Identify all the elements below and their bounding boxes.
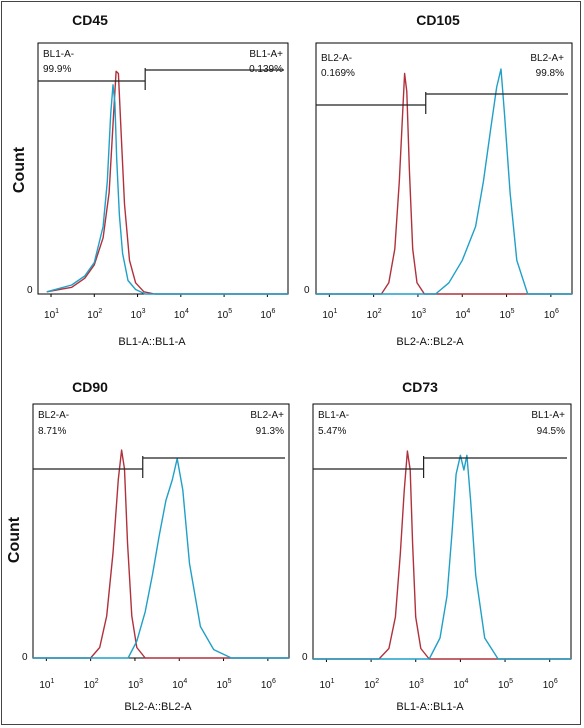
histogram-curves xyxy=(46,70,288,295)
gate-neg-value: 99.9% xyxy=(43,64,71,75)
x-tick-label: 102 xyxy=(84,678,99,691)
plot-frame xyxy=(32,403,290,659)
gate-neg-value: 0.169% xyxy=(321,68,355,79)
x-tick-label: 102 xyxy=(367,308,382,321)
x-tick-label: 103 xyxy=(411,308,426,321)
x-tick-label: 101 xyxy=(44,308,59,321)
plot-frame xyxy=(312,403,572,660)
gate-pos-label: BL1-A+ xyxy=(249,49,283,60)
y-zero-label: 0 xyxy=(22,652,28,663)
x-tick-labels: 101 102 103 104 105 106 xyxy=(39,658,276,691)
x-tick-label: 101 xyxy=(39,678,54,691)
panel-title: CD45 xyxy=(72,12,108,28)
isotype-curve xyxy=(316,72,572,295)
x-tick-label: 104 xyxy=(174,308,189,321)
gate-marker xyxy=(316,92,568,114)
histogram-curves xyxy=(33,449,289,659)
gate-pos-value: 94.5% xyxy=(537,426,565,437)
gate-neg-label: BL1-A- xyxy=(318,410,349,421)
x-tick-label: 106 xyxy=(261,678,276,691)
x-tick-label: 104 xyxy=(453,678,468,691)
gate-neg-value: 5.47% xyxy=(318,426,346,437)
gate-pos-label: BL2-A+ xyxy=(250,410,284,421)
x-tick-label: 102 xyxy=(364,678,379,691)
gate-marker xyxy=(33,456,285,478)
x-tick-label: 102 xyxy=(87,308,102,321)
stained-curve xyxy=(313,454,571,660)
x-axis-label: BL1-A::BL1-A xyxy=(118,336,186,348)
histogram-curves xyxy=(313,450,571,660)
isotype-curve xyxy=(46,70,288,295)
x-tick-label: 106 xyxy=(260,308,275,321)
histogram-curves xyxy=(316,68,572,295)
panel-cd73: CD73 101 102 103 104 105 106 BL1-A- 5.47% BL1… xyxy=(302,379,572,713)
x-tick-label: 104 xyxy=(455,308,470,321)
y-zero-label: 0 xyxy=(304,285,310,296)
gate-neg-label: BL1-A- xyxy=(43,49,74,60)
x-tick-label: 105 xyxy=(500,308,515,321)
x-axis-label: BL2-A::BL2-A xyxy=(396,336,464,348)
gate-pos-value: 91.3% xyxy=(256,426,284,437)
x-tick-labels: 101 102 103 104 105 106 xyxy=(322,294,559,321)
x-tick-labels: 101 102 103 104 105 106 xyxy=(319,659,558,691)
gate-pos-label: BL2-A+ xyxy=(530,53,564,64)
y-axis-label: Count xyxy=(6,516,23,563)
panel-title: CD90 xyxy=(72,379,108,395)
gate-marker xyxy=(313,456,567,478)
stained-curve xyxy=(33,457,289,659)
isotype-curve xyxy=(313,450,571,660)
gate-pos-value: 99.8% xyxy=(536,68,564,79)
panel-cd105: CD105 101 102 103 104 105 106 BL2-A- 0.169% B… xyxy=(304,12,573,348)
x-axis-label: BL1-A::BL1-A xyxy=(396,701,464,713)
y-axis-label: Count xyxy=(11,146,28,193)
panel-title: CD73 xyxy=(402,379,438,395)
x-tick-label: 101 xyxy=(319,678,334,691)
x-tick-label: 105 xyxy=(217,678,232,691)
gate-marker xyxy=(38,68,284,90)
isotype-curve xyxy=(33,449,289,659)
x-tick-label: 106 xyxy=(543,678,558,691)
x-tick-label: 106 xyxy=(544,308,559,321)
x-axis-label: BL2-A::BL2-A xyxy=(124,701,192,713)
panel-cd45: CD45 101 102 103 104 105 106 BL1-A- 99.9% BL1… xyxy=(11,12,289,348)
x-tick-label: 104 xyxy=(172,678,187,691)
x-tick-label: 105 xyxy=(217,308,232,321)
stained-curve xyxy=(316,68,572,295)
gate-pos-value: 0.139% xyxy=(249,64,283,75)
stained-curve xyxy=(46,84,288,295)
gate-neg-value: 8.71% xyxy=(38,426,66,437)
x-tick-label: 101 xyxy=(322,308,337,321)
y-zero-label: 0 xyxy=(27,285,33,296)
gate-neg-label: BL2-A- xyxy=(321,53,352,64)
y-zero-label: 0 xyxy=(302,652,308,663)
x-tick-label: 103 xyxy=(128,678,143,691)
gate-pos-label: BL1-A+ xyxy=(531,410,565,421)
panel-title: CD105 xyxy=(416,12,460,28)
plot-frame xyxy=(315,42,573,295)
gate-neg-label: BL2-A- xyxy=(38,410,69,421)
x-tick-label: 103 xyxy=(409,678,424,691)
panel-cd90: CD90 101 102 103 104 105 106 BL2-A- 8.71% BL2… xyxy=(6,379,290,713)
x-tick-labels: 101 102 103 104 105 106 xyxy=(44,294,275,321)
x-tick-label: 103 xyxy=(131,308,146,321)
x-tick-label: 105 xyxy=(498,678,513,691)
